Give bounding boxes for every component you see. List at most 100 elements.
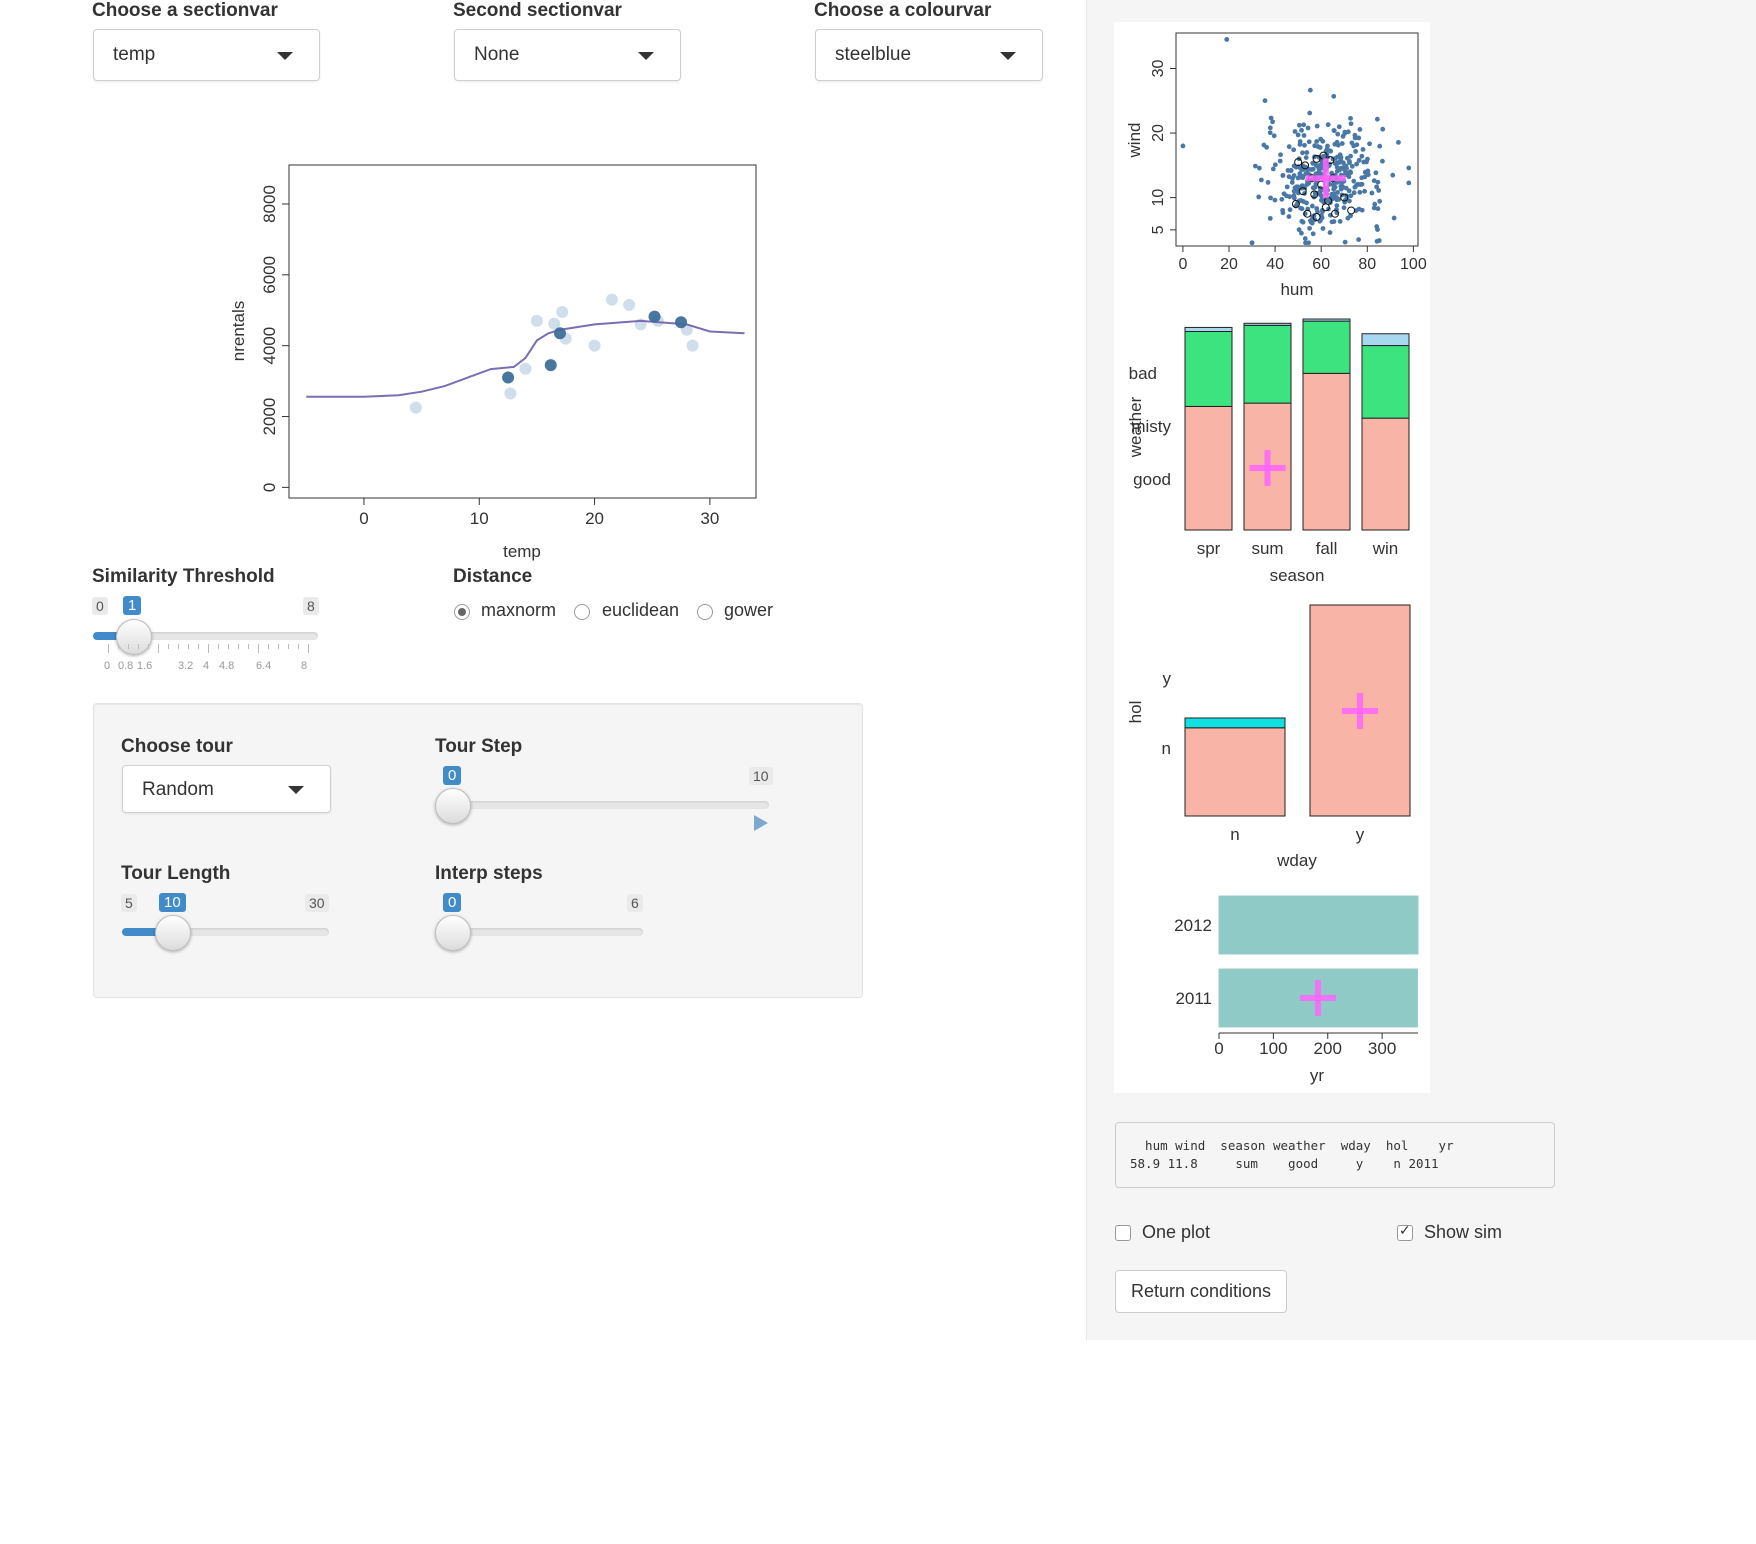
scatter-point [1356, 135, 1362, 141]
radio-gower-label[interactable]: gower [724, 600, 774, 620]
scatter-point [1364, 159, 1369, 165]
radio-euclidean-label[interactable]: euclidean [602, 600, 680, 620]
interp-steps-handle[interactable] [435, 915, 471, 951]
sim-tick-label: 3.2 [178, 660, 194, 672]
colourvar-select[interactable]: steelblue [815, 29, 1043, 81]
sim-tick-label: 0.8 [118, 660, 134, 672]
sim-tick-mark [188, 644, 189, 649]
scatter-similar-point [1298, 187, 1307, 196]
tour-length-handle[interactable] [155, 915, 191, 951]
scatter-point [1351, 178, 1357, 184]
scatter-xtick-label: 40 [1266, 256, 1284, 273]
play-icon[interactable] [754, 815, 768, 831]
radio-maxnorm[interactable] [454, 604, 470, 620]
season-spr-misty-segment [1184, 330, 1233, 407]
radio-maxnorm-label[interactable]: maxnorm [481, 600, 557, 620]
sim-tick-mark [238, 644, 239, 649]
radio-gower[interactable] [697, 604, 713, 620]
one-plot-label[interactable]: One plot [1142, 1222, 1211, 1242]
scatter-point [1314, 139, 1320, 144]
scatter-point [1335, 190, 1340, 195]
scatter-point [1291, 147, 1297, 153]
chevron-down-icon [638, 52, 654, 60]
main-xtick-label: 10 [470, 509, 489, 528]
scatter-point [1380, 158, 1385, 164]
scatter-point [1348, 193, 1354, 199]
scatter-point [1325, 143, 1330, 149]
scatter-point [1267, 125, 1273, 131]
tour-length-max: 30 [305, 894, 329, 912]
yr-xtick-label: 200 [1314, 1039, 1342, 1058]
scatter-point [1391, 215, 1397, 221]
scatter-point [1306, 180, 1312, 186]
wday-ylabel: hol [1126, 701, 1145, 724]
scatter-point [1258, 177, 1264, 183]
main-strong-point [553, 327, 566, 340]
season-xlabel: season [1270, 566, 1325, 585]
scatter-point [1306, 139, 1312, 145]
tour-step-track[interactable] [436, 801, 769, 809]
scatter-point [1362, 174, 1368, 180]
interp-steps-track[interactable] [436, 928, 643, 936]
scatter-xtick-label: 20 [1220, 256, 1238, 273]
similarity-track[interactable] [93, 632, 318, 640]
main-faint-point [588, 339, 601, 352]
scatter-point [1406, 180, 1412, 186]
main-xtick-label: 30 [700, 509, 719, 528]
scatter-point [1304, 200, 1309, 206]
one-plot-checkbox[interactable] [1115, 1225, 1131, 1241]
scatter-point [1307, 225, 1312, 231]
scatter-point [1365, 168, 1371, 174]
scatter-point [1268, 195, 1273, 201]
season-category-label: sum [1251, 539, 1283, 558]
sim-tick-mark [198, 644, 199, 649]
table-header: hum wind season weather wday hol yr [1130, 1138, 1454, 1153]
scatter-point [1357, 127, 1363, 132]
scatter-point [1332, 195, 1338, 201]
tour-step-handle[interactable] [435, 788, 471, 824]
chevron-down-icon [288, 786, 304, 794]
second-sectionvar-value: None [474, 44, 520, 65]
chevron-down-icon [1000, 52, 1016, 60]
show-sim-label[interactable]: Show sim [1424, 1222, 1503, 1242]
sim-tick-mark [178, 644, 179, 649]
choose-tour-select[interactable]: Random [122, 765, 331, 813]
scatter-point [1329, 219, 1335, 225]
show-sim-checkbox[interactable] [1397, 1222, 1413, 1241]
similarity-fill [93, 632, 133, 640]
season-fall-good-segment [1302, 372, 1351, 531]
scatter-point [1267, 130, 1273, 136]
scatter-point [1287, 207, 1293, 213]
scatter-point [1313, 181, 1319, 187]
season-category-label: spr [1197, 539, 1221, 558]
table-row: 58.9 11.8 sum good y n 2011 [1130, 1156, 1439, 1171]
sim-tick-mark [298, 644, 299, 649]
scatter-point [1278, 152, 1283, 158]
yr-bars: 2011 2012 0 100 200 300 yr [1114, 877, 1430, 1093]
tour-length-fill [122, 928, 172, 936]
sectionvar-label: Choose a sectionvar [92, 0, 278, 21]
similarity-handle[interactable] [116, 619, 152, 655]
scatter-point [1325, 122, 1331, 128]
scatter-point [1257, 165, 1262, 171]
scatter-point [1338, 154, 1344, 160]
tour-length-min: 5 [121, 894, 137, 912]
return-conditions-button[interactable]: Return conditions [1115, 1270, 1287, 1313]
second-sectionvar-select[interactable]: None [454, 29, 681, 81]
tour-length-track[interactable] [122, 928, 329, 936]
season-win-good-segment [1361, 417, 1410, 531]
scatter-point [1279, 196, 1285, 202]
wday-category-label: y [1356, 825, 1365, 844]
sim-tick-label: 6.4 [256, 660, 272, 672]
radio-euclidean[interactable] [574, 604, 590, 620]
scatter-point [1300, 150, 1305, 156]
scatter-similar-point [1340, 193, 1349, 202]
scatter-point [1292, 185, 1298, 191]
scatter-point [1331, 128, 1337, 133]
sectionvar-select[interactable]: temp [93, 29, 320, 81]
scatter-point [1286, 174, 1292, 180]
hum-wind-scatter: 0 20 40 60 80 100 5 10 20 30 hum wind [1114, 22, 1430, 307]
yr-category-label: 2011 [1175, 989, 1212, 1008]
scatter-point [1374, 224, 1380, 229]
scatter-point [1292, 129, 1298, 134]
